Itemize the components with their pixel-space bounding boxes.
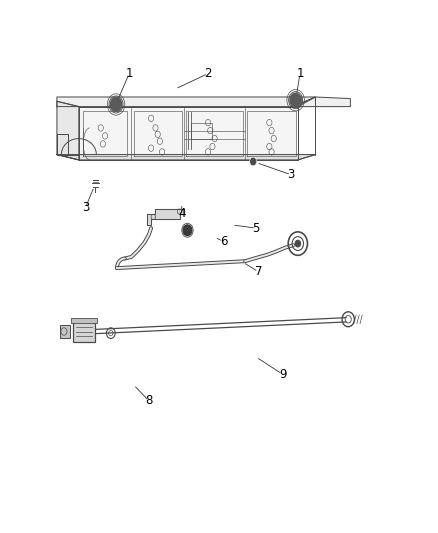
Circle shape: [290, 93, 301, 107]
Polygon shape: [57, 101, 79, 160]
Text: 1: 1: [296, 67, 304, 80]
Circle shape: [250, 158, 256, 165]
Text: 1: 1: [125, 67, 133, 80]
FancyBboxPatch shape: [71, 318, 97, 323]
Text: 6: 6: [219, 235, 227, 248]
Text: 9: 9: [279, 368, 286, 381]
FancyBboxPatch shape: [73, 321, 95, 342]
Polygon shape: [293, 97, 350, 107]
Polygon shape: [79, 107, 298, 160]
Text: 3: 3: [82, 201, 89, 214]
Polygon shape: [57, 155, 315, 160]
Text: 3: 3: [288, 168, 295, 181]
Text: 8: 8: [145, 394, 152, 407]
FancyBboxPatch shape: [60, 325, 70, 338]
Text: 2: 2: [204, 67, 212, 80]
Polygon shape: [147, 209, 184, 225]
Text: 7: 7: [254, 265, 262, 278]
Polygon shape: [57, 97, 315, 107]
Circle shape: [110, 98, 122, 111]
Circle shape: [183, 225, 192, 236]
Text: 5: 5: [253, 222, 260, 235]
Circle shape: [295, 240, 300, 247]
Text: 4: 4: [178, 207, 186, 220]
Polygon shape: [57, 134, 68, 155]
